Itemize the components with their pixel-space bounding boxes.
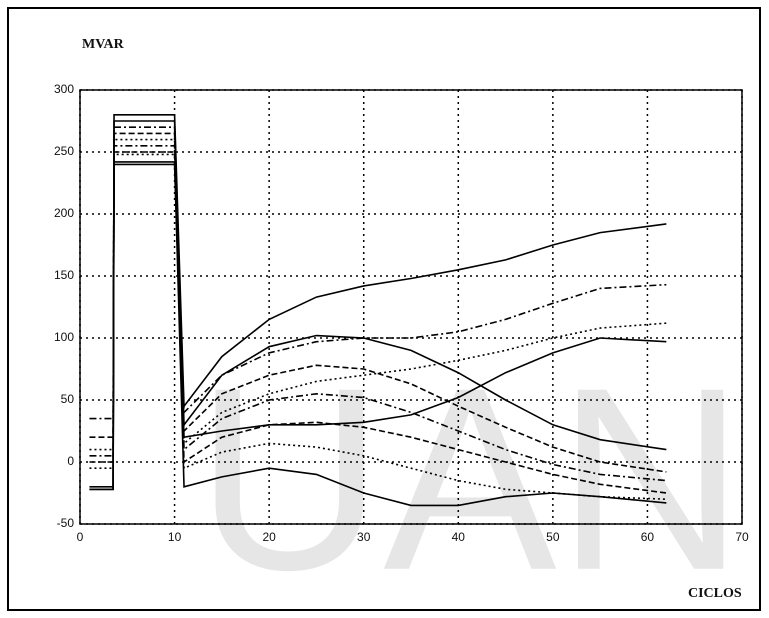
series-line: [89, 138, 667, 451]
x-tick-label: 70: [735, 530, 749, 544]
x-tick-label: 30: [357, 530, 371, 544]
y-tick-label: 50: [61, 392, 75, 406]
y-tick-label: 0: [67, 454, 74, 468]
x-tick-label: 10: [168, 530, 182, 544]
y-tick-label: 150: [54, 268, 74, 282]
y-tick-label: 300: [54, 82, 74, 96]
series-line: [89, 120, 667, 488]
frame: [7, 7, 761, 611]
series-line: [89, 163, 667, 491]
x-tick-label: 40: [452, 530, 466, 544]
x-axis-label: CICLOS: [688, 586, 742, 601]
series-line: [89, 151, 667, 494]
series-line: [89, 161, 667, 507]
series-line: [89, 126, 667, 420]
x-tick-label: 20: [262, 530, 276, 544]
y-axis-label: MVAR: [82, 37, 125, 52]
watermark: UAN: [196, 335, 745, 618]
x-tick-label: 50: [546, 530, 560, 544]
series-line: [89, 132, 667, 473]
series-line: [89, 145, 667, 482]
y-tick-label: 100: [54, 330, 74, 344]
y-tick-label: -50: [57, 516, 75, 530]
series-line: [89, 114, 667, 491]
x-tick-label: 60: [641, 530, 655, 544]
plot-area: [79, 89, 743, 525]
y-tick-label: 250: [54, 144, 74, 158]
x-tick-label: 0: [77, 530, 84, 544]
y-tick-label: 200: [54, 206, 74, 220]
